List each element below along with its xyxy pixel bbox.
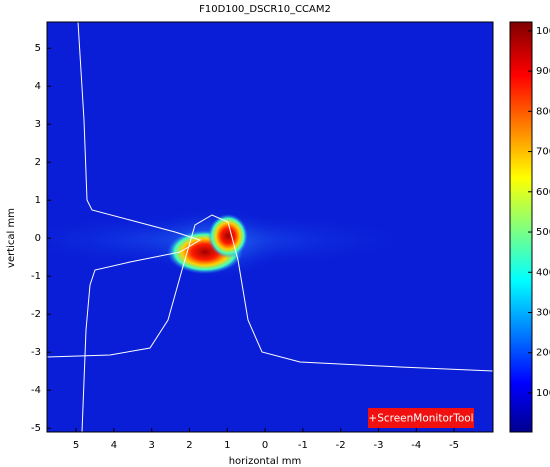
colorbar-tick-label: 700: [536, 147, 550, 158]
colorbar-tick-label: 300: [536, 308, 550, 319]
colorbar-tick-label: 1000: [536, 26, 550, 37]
colorbar-tick-label: 500: [536, 227, 550, 238]
annotation: +ScreenMonitorTool: [368, 413, 473, 425]
y-tick-label: -2: [31, 309, 41, 320]
x-tick-label: 1: [224, 440, 230, 451]
y-tick-label: -3: [31, 347, 41, 358]
y-tick-label: -1: [31, 271, 41, 282]
colorbar-tick-label: 800: [536, 106, 550, 117]
x-tick-label: 5: [73, 440, 79, 451]
x-tick-label: -5: [449, 440, 459, 451]
y-tick-label: -5: [31, 423, 41, 434]
y-tick-label: -4: [31, 385, 41, 396]
y-tick-label: 1: [35, 195, 41, 206]
chart: F10D100_DSCR10_CCAM2 +ScreenMonitorTool …: [0, 0, 550, 467]
heatmap: +ScreenMonitorTool: [10, 22, 493, 432]
x-tick-label: 3: [149, 440, 155, 451]
x-tick-label: 0: [262, 440, 268, 451]
y-tick-label: 2: [35, 157, 41, 168]
colorbar: [510, 22, 532, 432]
colorbar-tick-label: 400: [536, 267, 550, 278]
y-tick-label: 4: [35, 81, 41, 92]
x-tick-label: -3: [373, 440, 383, 451]
colorbar-tick-label: 200: [536, 348, 550, 359]
chart-title: F10D100_DSCR10_CCAM2: [199, 4, 331, 15]
x-tick-label: 2: [186, 440, 192, 451]
x-tick-label: -2: [336, 440, 346, 451]
colorbar-tick-label: 600: [536, 187, 550, 198]
colorbar-tick-label: 100: [536, 388, 550, 399]
beam-core: [208, 214, 248, 258]
y-tick-label: 0: [35, 233, 41, 244]
y-tick-label: 3: [35, 119, 41, 130]
x-tick-label: 4: [111, 440, 117, 451]
x-tick-label: -4: [411, 440, 421, 451]
x-tick-label: -1: [298, 440, 308, 451]
x-axis-label: horizontal mm: [229, 456, 302, 467]
colorbar-tick-label: 900: [536, 66, 550, 77]
y-tick-label: 5: [35, 43, 41, 54]
y-axis-label: vertical mm: [6, 208, 17, 268]
